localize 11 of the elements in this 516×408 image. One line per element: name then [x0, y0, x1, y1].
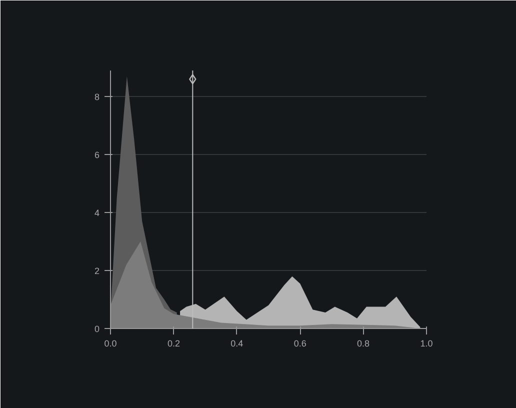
y-tick-label: 8 [94, 92, 100, 102]
y-tick-label: 4 [94, 208, 100, 218]
x-tick-label: 0.2 [167, 338, 180, 348]
x-tick-label: 0.6 [294, 338, 306, 348]
x-tick-label: 0.0 [104, 338, 117, 348]
y-tick-label: 2 [94, 266, 100, 276]
x-tick-label: 0.8 [357, 338, 370, 348]
y-tick-label: 0 [94, 324, 100, 334]
y-tick-label: 6 [94, 150, 100, 160]
x-tick-label: 1.0 [420, 338, 433, 348]
x-tick-label: 0.4 [230, 338, 244, 348]
